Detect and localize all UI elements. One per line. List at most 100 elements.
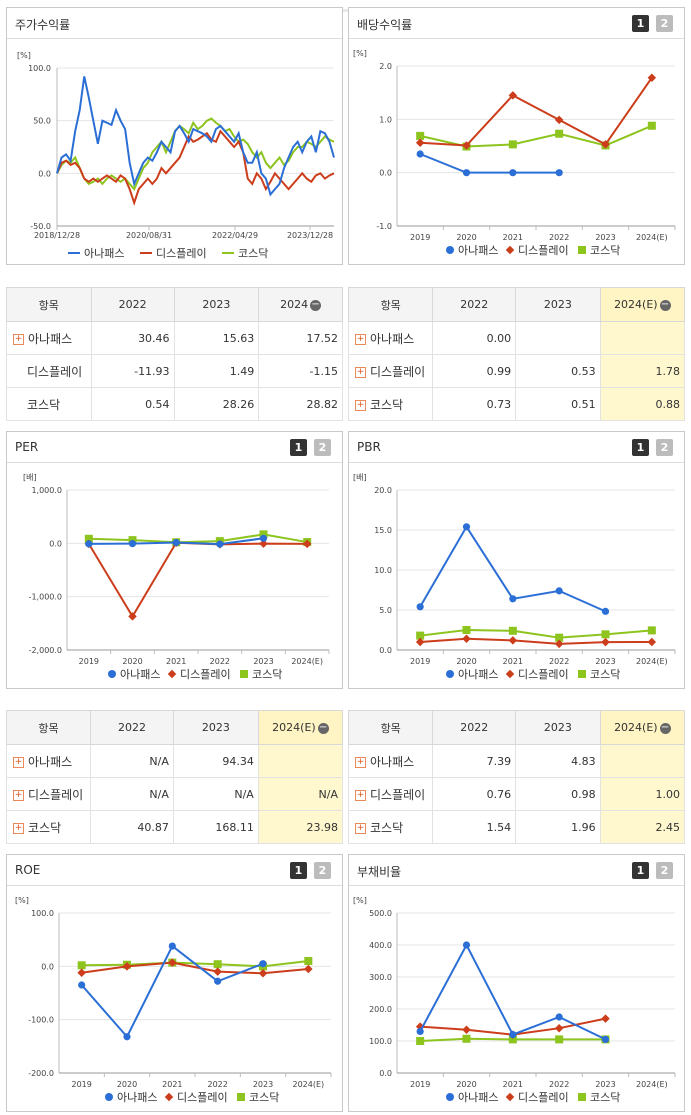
table-cell: N/A (257, 777, 344, 811)
debt-ratio-chart: [%]500.0 400.0 300.0 200.0 100.0 0.0 2019 2020 2… (353, 896, 676, 1104)
page-1-button[interactable]: 1 (290, 439, 307, 456)
data-point (85, 540, 93, 548)
plus-square-icon[interactable]: + (355, 333, 366, 345)
panel-title: ROE (15, 863, 41, 877)
pbr-chart: [배] 20.0 15.0 10.0 5.0 0.0 2019 2020 2021 2022 202… (353, 473, 676, 681)
header-label: 2023 (543, 298, 572, 311)
plus-square-icon[interactable]: + (355, 756, 366, 768)
y-tick-label: -1.0 (376, 222, 392, 231)
table-row: + 코스닥 40.87 168.11 23.98 (5, 810, 344, 844)
x-tick-label: 2019 (410, 233, 430, 242)
y-tick-label: -200.0 (28, 1069, 54, 1078)
table-cell: 0.76 (432, 777, 517, 811)
data-point (508, 1035, 517, 1044)
data-point (509, 1031, 517, 1039)
minus-circle-icon[interactable]: − (659, 298, 671, 311)
x-tick-label: 2019 (410, 1080, 430, 1089)
table-cell: 0.88 (599, 387, 686, 421)
column-header-year: 2024(E) − (599, 287, 686, 322)
table-cell: N/A (90, 777, 174, 811)
page-1-button[interactable]: 1 (632, 439, 649, 456)
page-2-button[interactable]: 2 (314, 439, 331, 456)
data-point (647, 637, 657, 647)
legend-item: 코스닥 (222, 247, 268, 260)
column-header-year: 2022 (90, 710, 174, 745)
legend-label: 아나패스 (458, 244, 498, 257)
page-1-button[interactable]: 1 (290, 862, 307, 879)
minus-circle-icon[interactable]: − (317, 721, 329, 734)
page-2-button[interactable]: 2 (314, 862, 331, 879)
data-point (554, 115, 564, 125)
row-name: + 디스플레이 (347, 777, 434, 811)
page-2-button[interactable]: 2 (656, 862, 673, 879)
dividend-yield-panel: 배당수익률 1 2 [%] 2.0 1.0 0.0 -1.0 2019 2020 2021 20… (348, 7, 685, 265)
plus-square-icon[interactable]: + (13, 756, 24, 768)
debt-ratio-panel: 부채비율 1 2 [%] 500.0 400.0 300.0 200.0 100.0 0.0… (348, 854, 685, 1112)
table-row: + 아나패스 7.39 4.83 (347, 744, 686, 778)
y-unit-label: [%] (15, 896, 29, 905)
plus-square-icon[interactable]: + (13, 822, 24, 834)
page-1-button[interactable]: 1 (632, 15, 649, 32)
header-label: 2024(E) (272, 721, 316, 734)
legend-item: 아나패스 (446, 244, 498, 257)
legend-label: 아나패스 (458, 668, 498, 681)
y-unit-label: [배] (23, 473, 37, 482)
y-tick-label: 2.0 (379, 62, 392, 71)
plus-square-icon[interactable]: + (355, 399, 366, 411)
data-point (508, 91, 518, 100)
page-2-button[interactable]: 2 (656, 15, 673, 32)
plus-square-icon[interactable]: + (355, 366, 366, 378)
data-point (601, 1035, 610, 1043)
legend-marker (167, 669, 177, 679)
data-point (462, 169, 471, 177)
y-tick-label: -50.0 (30, 222, 51, 231)
table-cell: 1.49 (173, 354, 260, 388)
column-header-item: 항목 (347, 710, 434, 745)
table-cell: 28.82 (258, 387, 343, 421)
header-label: 2024(E) (614, 298, 658, 311)
data-point (554, 639, 564, 649)
page-1-button[interactable]: 1 (632, 862, 649, 879)
x-tick-label: 2021 (503, 233, 523, 242)
y-unit-label: [%] (353, 896, 367, 905)
table-cell: 1.78 (599, 354, 686, 388)
data-point (168, 942, 176, 950)
minus-circle-icon[interactable]: − (659, 721, 671, 734)
plus-square-icon[interactable]: + (355, 822, 366, 834)
plus-square-icon[interactable]: + (13, 333, 24, 345)
legend-item: 아나패스 (108, 668, 160, 681)
x-tick-label: 2020 (117, 1080, 137, 1089)
dividend-yield-chart: [%] 2.0 1.0 0.0 -1.0 2019 2020 2021 2022 2023 2024… (353, 49, 676, 257)
column-header-item: 항목 (5, 710, 92, 745)
table-cell: -1.15 (258, 354, 343, 388)
legend-item: 코스닥 (578, 668, 620, 681)
legend-label: 코스닥 (238, 247, 268, 260)
plus-square-icon[interactable]: + (355, 789, 366, 801)
data-point (416, 1037, 425, 1045)
table-cell: 28.26 (173, 387, 260, 421)
data-point (601, 637, 610, 647)
table-cell: 168.11 (172, 810, 259, 844)
table-cell: 17.52 (258, 321, 343, 355)
minus-circle-icon[interactable]: − (310, 298, 322, 311)
table-cell (599, 321, 686, 355)
page-2-button[interactable]: 2 (656, 439, 673, 456)
legend-item: 코스닥 (578, 244, 620, 257)
column-header-year: 2022 (432, 710, 517, 745)
y-tick-label: 400.0 (369, 941, 392, 950)
y-tick-label: 5.0 (379, 606, 392, 615)
data-point (77, 961, 86, 970)
legend-marker (505, 245, 515, 255)
x-tick-label: 2021 (503, 657, 523, 666)
table-cell: 0.54 (90, 387, 175, 421)
table-row: + 아나패스 N/A 94.34 (5, 744, 344, 778)
legend-label: 코스닥 (590, 1091, 620, 1104)
table-cell: N/A (172, 777, 259, 811)
data-point (216, 540, 224, 548)
legend-marker (446, 670, 454, 678)
plus-square-icon[interactable]: + (13, 789, 24, 801)
column-header-year: 2023 (515, 710, 601, 745)
series-line (420, 77, 653, 147)
row-name: + 아나패스 (5, 744, 92, 778)
data-point (462, 1025, 471, 1035)
